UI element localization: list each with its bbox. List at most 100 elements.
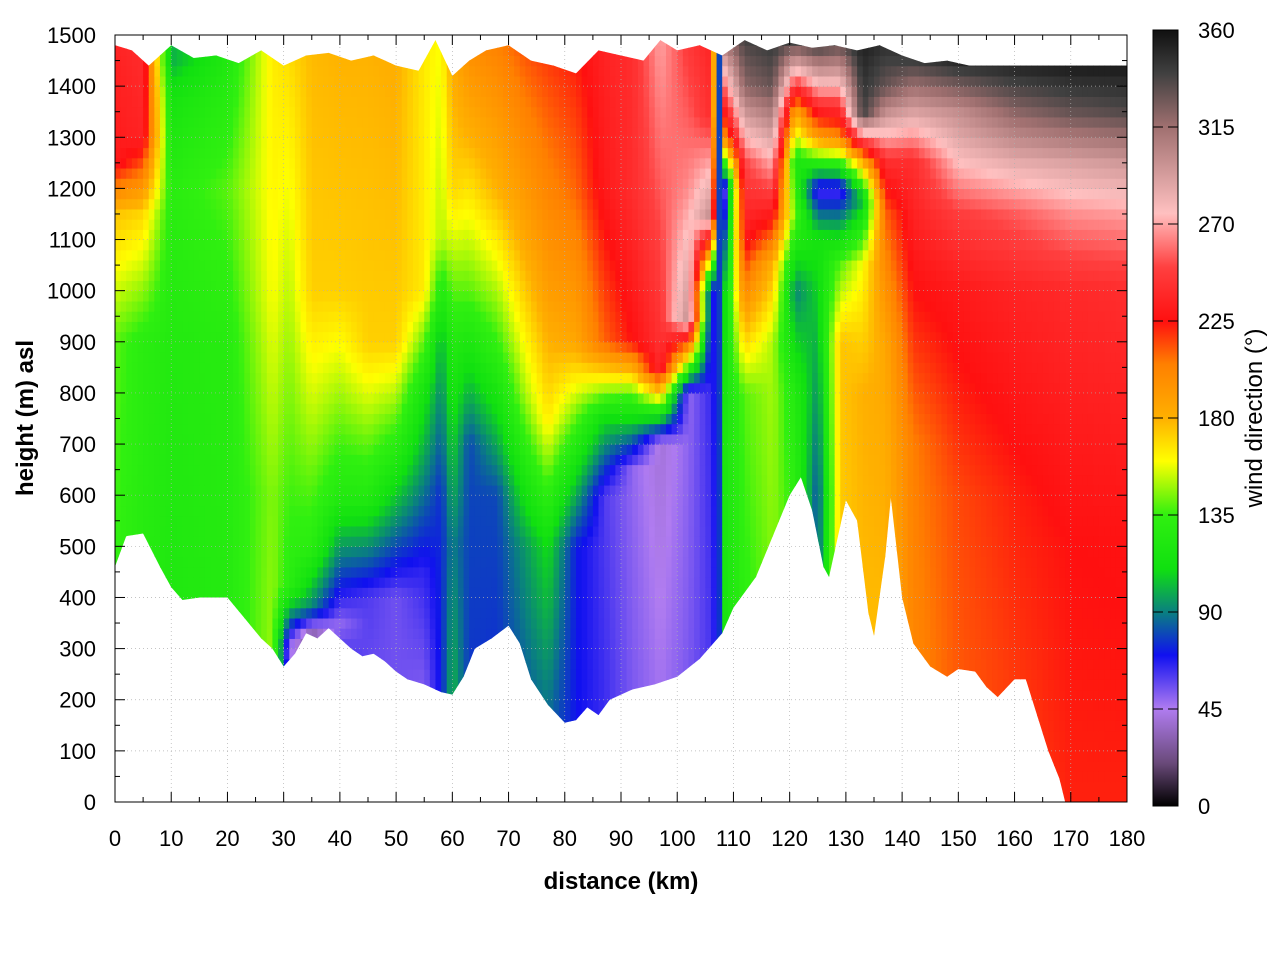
field-cell — [435, 525, 442, 537]
field-cell — [362, 382, 369, 394]
field-cell — [176, 321, 184, 333]
field-cell — [238, 300, 245, 312]
field-cell — [390, 577, 397, 588]
field-cell — [143, 116, 150, 128]
field-cell — [182, 566, 189, 578]
field-cell — [294, 178, 302, 189]
field-cell — [255, 556, 262, 568]
field-cell — [300, 331, 307, 343]
field-cell — [272, 433, 279, 445]
field-cell — [356, 106, 363, 118]
field-cell — [154, 55, 161, 67]
field-cell — [384, 198, 392, 210]
field-cell — [272, 331, 279, 343]
field-cell — [306, 259, 313, 271]
field-cell — [238, 178, 245, 189]
field-cell — [143, 137, 150, 149]
field-cell — [261, 505, 268, 517]
field-cell — [137, 86, 144, 97]
field-cell — [154, 147, 161, 159]
field-cell — [345, 392, 352, 404]
field-cell — [469, 454, 476, 466]
field-cell — [204, 229, 212, 241]
field-cell — [424, 290, 431, 302]
field-cell — [171, 300, 178, 312]
field-cell — [373, 464, 380, 476]
field-cell — [323, 178, 330, 189]
field-cell — [306, 454, 313, 466]
field-cell — [154, 423, 161, 435]
field-cell — [328, 321, 335, 333]
field-cell — [452, 219, 459, 230]
field-cell — [204, 546, 212, 558]
field-cell — [351, 137, 358, 149]
field-cell — [463, 300, 470, 312]
field-cell — [261, 219, 268, 230]
field-cell — [120, 75, 127, 87]
field-cell — [373, 444, 380, 455]
field-cell — [328, 229, 335, 241]
field-cell — [401, 669, 408, 680]
field-cell — [334, 331, 341, 343]
field-cell — [486, 403, 493, 414]
field-cell — [182, 208, 189, 220]
field-cell — [362, 352, 369, 363]
field-cell — [390, 495, 397, 507]
field-cell — [351, 65, 358, 77]
field-cell — [278, 454, 285, 466]
field-cell — [463, 546, 470, 558]
field-cell — [323, 382, 330, 394]
field-cell — [221, 229, 229, 241]
field-cell — [131, 505, 139, 517]
field-cell — [457, 648, 465, 660]
field-cell — [171, 546, 178, 558]
field-cell — [182, 392, 189, 404]
field-cell — [373, 157, 380, 169]
field-cell — [362, 638, 369, 650]
field-cell — [176, 249, 184, 261]
field-cell — [233, 403, 240, 414]
field-cell — [401, 372, 408, 384]
field-cell — [412, 96, 420, 108]
field-cell — [323, 188, 330, 200]
field-cell — [120, 536, 127, 547]
field-cell — [373, 331, 380, 343]
field-cell — [221, 362, 229, 374]
field-cell — [233, 484, 240, 496]
field-cell — [289, 208, 296, 220]
field-cell — [216, 311, 223, 322]
field-cell — [334, 116, 341, 128]
field-cell — [249, 464, 257, 476]
field-cell — [480, 444, 487, 455]
field-cell — [407, 372, 414, 384]
field-cell — [306, 352, 313, 363]
field-cell — [339, 362, 347, 374]
field-cell — [188, 65, 195, 77]
field-cell — [435, 188, 442, 200]
field-cell — [171, 311, 178, 322]
field-cell — [345, 208, 352, 220]
field-cell — [435, 157, 442, 169]
field-cell — [368, 597, 375, 609]
field-cell — [418, 669, 425, 680]
field-cell — [171, 433, 178, 445]
field-cell — [238, 188, 245, 200]
field-cell — [182, 219, 189, 230]
field-cell — [396, 96, 403, 108]
field-cell — [143, 239, 150, 251]
field-cell — [289, 147, 296, 159]
field-cell — [474, 484, 482, 496]
field-cell — [424, 515, 431, 527]
field-cell — [368, 178, 375, 189]
field-cell — [249, 341, 257, 353]
field-cell — [233, 178, 240, 189]
field-cell — [289, 331, 296, 343]
field-cell — [289, 96, 296, 108]
field-cell — [435, 229, 442, 241]
field-cell — [401, 423, 408, 435]
field-cell — [238, 433, 245, 445]
field-cell — [188, 474, 195, 486]
field-cell — [306, 628, 313, 639]
field-cell — [120, 484, 127, 496]
field-cell — [412, 587, 420, 599]
